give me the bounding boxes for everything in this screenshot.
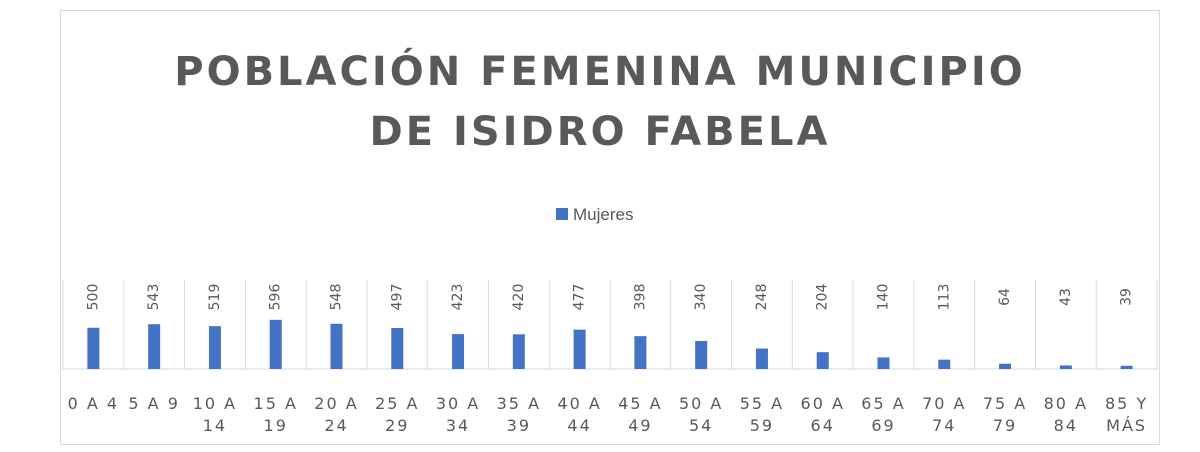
bar — [330, 323, 343, 369]
x-tick-label: 25 A 29 — [375, 394, 420, 435]
x-tick-label: 0 A 4 — [67, 394, 120, 413]
bar — [452, 334, 465, 369]
x-tick-label: 70 A 74 — [922, 394, 967, 435]
data-label: 340 — [693, 284, 709, 311]
x-tick-label: 75 A 79 — [982, 394, 1028, 435]
x-tick-label: 50 A 54 — [678, 394, 724, 435]
x-tick-label: 60 A 64 — [800, 394, 845, 435]
x-tick-label: 15 A 19 — [253, 394, 298, 435]
data-label: 543 — [146, 284, 162, 311]
data-label: 423 — [450, 284, 466, 311]
x-tick-label: 5 A 9 — [128, 394, 180, 413]
x-tick-label: 80 A 84 — [1043, 394, 1089, 435]
bar — [695, 340, 708, 369]
bar — [208, 326, 221, 369]
data-label: 500 — [85, 284, 101, 311]
chart-frame — [60, 10, 1160, 445]
bar — [877, 357, 890, 369]
x-tick-label: 55 A 59 — [739, 394, 785, 435]
data-label: 596 — [268, 284, 284, 311]
data-label: 113 — [936, 284, 952, 311]
bar — [148, 324, 161, 369]
x-tick-label: 45 A 49 — [618, 394, 663, 435]
x-tick-label: 30 A 34 — [435, 394, 481, 435]
data-label: 140 — [876, 284, 892, 311]
legend-swatch — [556, 208, 568, 220]
bar — [816, 352, 829, 369]
bar — [938, 359, 951, 369]
data-label: 548 — [329, 284, 345, 311]
data-label: 204 — [815, 284, 831, 311]
x-tick-label: 35 A 39 — [496, 394, 542, 435]
data-label: 398 — [632, 284, 648, 311]
x-tick-label: 40 A 44 — [557, 394, 602, 435]
data-label: 519 — [207, 284, 223, 311]
bar — [755, 348, 768, 369]
x-tick-label: 65 A 69 — [861, 394, 906, 435]
chart-title: POBLACIÓN FEMENINA MUNICIPIO DE ISIDRO F… — [174, 49, 1026, 155]
data-label: 477 — [572, 284, 588, 311]
data-label: 420 — [511, 284, 527, 311]
bar — [999, 363, 1012, 369]
bar — [87, 327, 100, 369]
data-label: 39 — [1119, 288, 1135, 306]
bar — [391, 327, 404, 369]
data-label: 64 — [997, 288, 1013, 306]
data-label: 248 — [754, 284, 770, 311]
x-tick-label: 20 A 24 — [314, 394, 359, 435]
x-tick-label: 10 A 14 — [192, 394, 238, 435]
data-label: 497 — [389, 284, 405, 311]
bar — [1059, 365, 1072, 369]
bar — [634, 336, 647, 369]
bar — [512, 334, 525, 369]
bar — [573, 329, 586, 369]
bar — [1120, 365, 1133, 369]
legend-label: Mujeres — [573, 205, 633, 224]
data-label: 43 — [1058, 288, 1074, 306]
x-tick-label: 85 Y MÁS — [1105, 394, 1149, 435]
bar — [269, 319, 282, 369]
